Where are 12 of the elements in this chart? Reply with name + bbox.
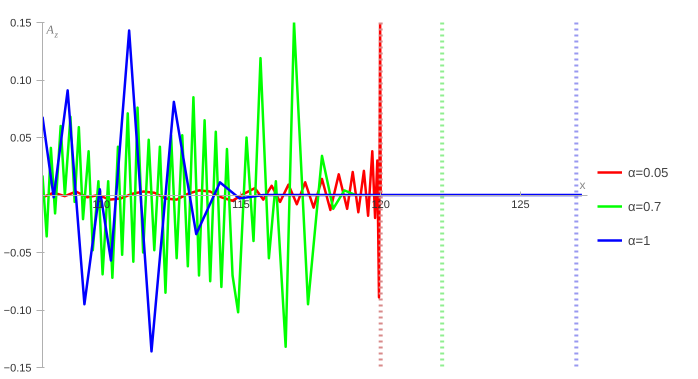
x-tick-label: 125: [511, 199, 530, 211]
x-axis-title: x: [580, 178, 586, 192]
y-tick-label: −0.05: [4, 248, 32, 260]
legend-label: α=0.7: [628, 198, 662, 214]
y-tick-label: −0.15: [4, 362, 32, 374]
legend-label: α=1: [628, 232, 650, 248]
y-tick-label: 0.15: [10, 18, 32, 30]
x-tick-label: 110: [92, 199, 110, 211]
legend-label: α=0.05: [628, 164, 668, 180]
y-tick-label: −0.10: [4, 305, 32, 317]
y-tick-label: 0.10: [10, 75, 32, 87]
y-tick-label: 0.05: [10, 132, 32, 144]
